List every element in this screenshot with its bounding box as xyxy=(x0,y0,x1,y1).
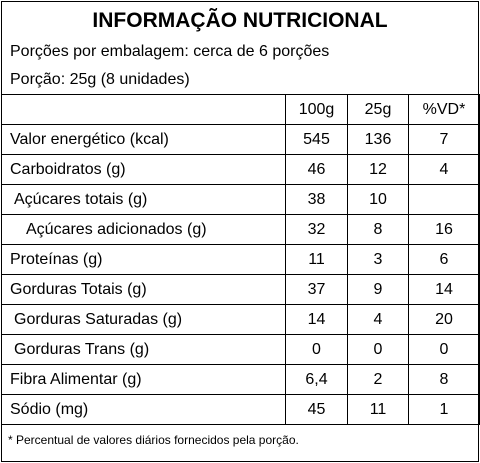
nutrient-row: Sódio (mg) 45 11 1 xyxy=(1,394,480,425)
nutrient-value: 9 xyxy=(347,274,409,305)
nutrient-value: 0 xyxy=(285,334,348,365)
nutrient-row: Fibra Alimentar (g) 6,4 2 8 xyxy=(1,364,480,395)
nutrient-name: Açúcares adicionados (g) xyxy=(1,214,286,245)
nutrient-name: Gorduras Totais (g) xyxy=(1,274,286,305)
nutrient-row: Açúcares adicionados (g) 32 8 16 xyxy=(1,214,480,245)
nutrient-value: 12 xyxy=(347,154,409,185)
nutrient-value: 1 xyxy=(408,394,480,425)
nutrient-value: 545 xyxy=(285,124,348,155)
nutrient-value: 37 xyxy=(285,274,348,305)
nutrient-name: Sódio (mg) xyxy=(1,394,286,425)
nutrient-value: 10 xyxy=(347,184,409,215)
nutrient-row: Proteínas (g) 11 3 6 xyxy=(1,244,480,275)
nutrient-row: Gorduras Totais (g) 37 9 14 xyxy=(1,274,480,305)
nutrient-value: 136 xyxy=(347,124,409,155)
nutrient-name: Proteínas (g) xyxy=(1,244,286,275)
nutrient-value: 45 xyxy=(285,394,348,425)
nutrient-value: 11 xyxy=(347,394,409,425)
nutrient-row: Gorduras Saturadas (g) 14 4 20 xyxy=(1,304,480,335)
nutrient-name: Valor energético (kcal) xyxy=(1,124,286,155)
nutrient-value: 0 xyxy=(347,334,409,365)
nutrient-name: Açúcares totais (g) xyxy=(1,184,286,215)
header-cell: 100g xyxy=(285,94,348,125)
nutrient-value xyxy=(408,184,480,215)
nutrient-row: Carboidratos (g) 46 12 4 xyxy=(1,154,480,185)
nutrient-value: 11 xyxy=(285,244,348,275)
nutrient-value: 4 xyxy=(408,154,480,185)
table-body: 100g 25g %VD* Valor energético (kcal) 545… xyxy=(1,94,480,425)
nutrient-name: Carboidratos (g) xyxy=(1,154,286,185)
title: INFORMAÇÃO NUTRICIONAL xyxy=(92,9,388,32)
header-cell: 25g xyxy=(347,94,409,125)
nutrient-value: 38 xyxy=(285,184,348,215)
nutrient-value: 4 xyxy=(347,304,409,335)
nutrient-value: 32 xyxy=(285,214,348,245)
nutrient-value: 2 xyxy=(347,364,409,395)
nutrient-value: 6 xyxy=(408,244,480,275)
header-row: 100g 25g %VD* xyxy=(1,94,480,125)
nutrient-value: 20 xyxy=(408,304,480,335)
serving-size: Porção: 25g (8 unidades) xyxy=(10,71,190,88)
nutrient-row: Açúcares totais (g) 38 10 xyxy=(1,184,480,215)
nutrient-value: 3 xyxy=(347,244,409,275)
header-cell: %VD* xyxy=(408,94,480,125)
nutrient-value: 14 xyxy=(285,304,348,335)
nutrient-value: 7 xyxy=(408,124,480,155)
nutrient-value: 16 xyxy=(408,214,480,245)
nutrient-row: Gorduras Trans (g) 0 0 0 xyxy=(1,334,480,365)
nutrient-value: 8 xyxy=(408,364,480,395)
footnote: * Percentual de valores diários fornecid… xyxy=(8,433,299,447)
nutrition-table: 100g 25g %VD* Valor energético (kcal) 545… xyxy=(1,94,480,425)
nutrient-value: 46 xyxy=(285,154,348,185)
nutrient-value: 6,4 xyxy=(285,364,348,395)
nutrient-value: 14 xyxy=(408,274,480,305)
nutrient-name: Fibra Alimentar (g) xyxy=(1,364,286,395)
nutrient-name: Gorduras Trans (g) xyxy=(1,334,286,365)
nutrient-row: Valor energético (kcal) 545 136 7 xyxy=(1,124,480,155)
servings-per-package: Porções por embalagem: cerca de 6 porçõe… xyxy=(10,43,330,60)
nutrient-value: 0 xyxy=(408,334,480,365)
nutrient-name: Gorduras Saturadas (g) xyxy=(1,304,286,335)
nutrient-value: 8 xyxy=(347,214,409,245)
header-cell xyxy=(1,94,286,125)
